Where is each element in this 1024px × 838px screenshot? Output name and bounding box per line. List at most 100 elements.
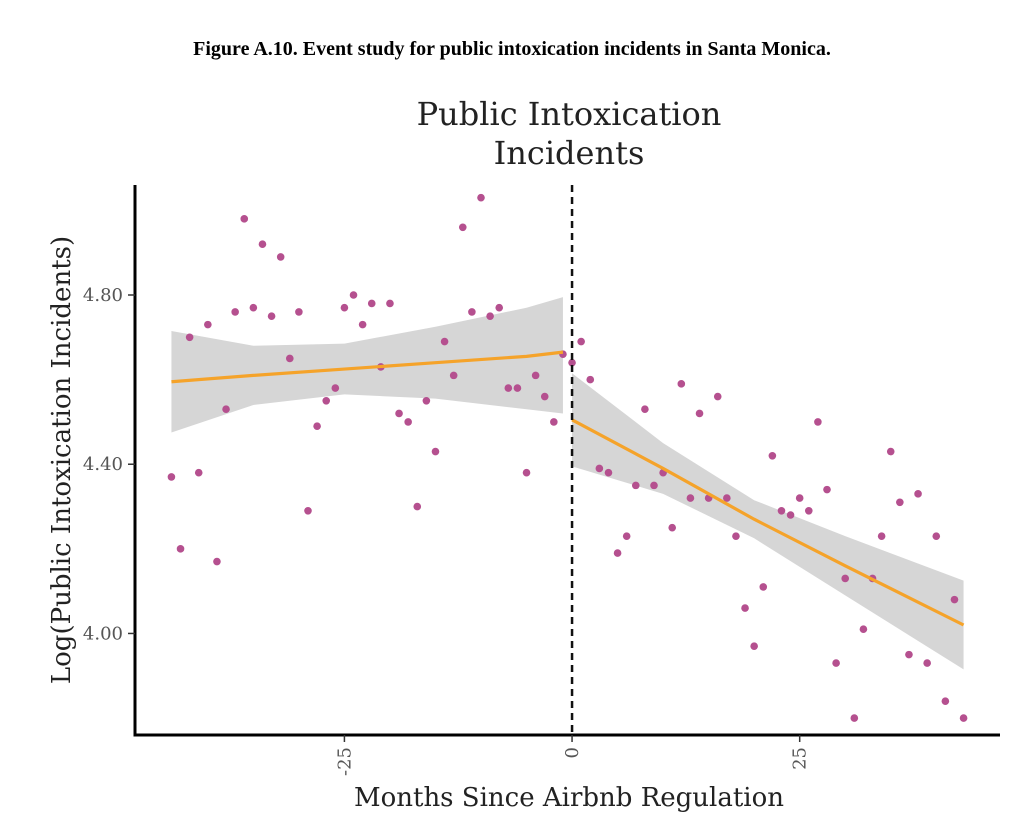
data-point	[477, 193, 485, 202]
y-tick-label: 4.40	[83, 454, 123, 475]
data-point	[231, 308, 239, 316]
data-point	[768, 451, 777, 460]
confidence-band-2	[572, 373, 964, 670]
data-point	[550, 418, 558, 426]
data-point	[285, 354, 294, 363]
data-point	[204, 320, 212, 329]
data-point	[832, 659, 840, 667]
data-point	[941, 697, 950, 705]
data-point	[959, 714, 968, 722]
data-point	[367, 299, 376, 308]
data-point	[577, 337, 585, 346]
data-point	[777, 506, 786, 515]
data-point	[886, 447, 895, 456]
confidence-bands	[171, 297, 964, 670]
data-point	[686, 494, 695, 502]
data-point	[641, 405, 649, 414]
data-point	[795, 494, 804, 502]
data-point	[340, 303, 349, 312]
y-tick-label: 4.00	[83, 623, 123, 644]
data-point	[167, 473, 176, 481]
x-tick-label: 25	[790, 747, 811, 770]
data-point	[404, 418, 412, 426]
data-point	[504, 384, 513, 392]
data-point	[468, 308, 476, 316]
data-point	[723, 494, 731, 502]
data-point	[276, 253, 285, 261]
data-point	[586, 375, 595, 384]
x-axis-title: Months Since Airbnb Regulation	[354, 783, 784, 813]
data-point	[877, 532, 886, 540]
data-point	[595, 464, 604, 473]
data-point	[213, 557, 221, 566]
x-tick-label: 0	[562, 747, 583, 758]
data-point	[841, 574, 850, 583]
chart-title-line-1: Public Intoxication	[417, 95, 722, 133]
confidence-band-1	[171, 297, 563, 433]
axes	[133, 185, 1000, 737]
figure-caption: Figure A.10. Event study for public into…	[193, 38, 831, 60]
data-point	[267, 312, 276, 320]
data-point	[513, 384, 522, 392]
fit-line-2	[571, 418, 965, 627]
data-point	[431, 447, 440, 456]
data-point	[531, 371, 540, 380]
data-point	[295, 308, 303, 316]
data-point	[176, 545, 185, 553]
data-point	[850, 714, 859, 722]
data-point	[631, 481, 640, 490]
data-point	[358, 320, 367, 329]
data-point	[814, 418, 822, 426]
data-point	[786, 511, 795, 519]
data-point	[732, 532, 740, 540]
fit-line-1	[171, 350, 564, 384]
data-point	[522, 468, 531, 477]
data-point	[668, 523, 677, 532]
data-point	[331, 384, 340, 392]
data-point	[622, 532, 631, 540]
data-point	[568, 358, 576, 367]
data-point	[950, 595, 959, 604]
fit-lines	[171, 350, 965, 627]
data-point	[422, 396, 431, 405]
data-point	[859, 625, 868, 634]
tick-labels: 4.00 4.40 4.80 -25 0 25	[83, 285, 811, 776]
data-point	[604, 468, 613, 477]
data-point	[486, 312, 494, 320]
data-point	[540, 392, 549, 401]
data-point	[458, 223, 467, 232]
data-points	[167, 193, 968, 722]
data-point	[322, 396, 331, 405]
data-point	[695, 409, 704, 418]
data-point	[413, 502, 422, 511]
data-point	[313, 422, 321, 430]
data-point	[258, 240, 267, 249]
chart-title-line-2: Incidents	[494, 134, 645, 172]
data-point	[932, 532, 941, 540]
data-point	[750, 642, 758, 650]
data-point	[395, 409, 403, 418]
data-point	[677, 380, 686, 388]
data-point	[923, 659, 931, 667]
data-point	[741, 604, 749, 612]
data-point	[449, 371, 458, 380]
data-point	[249, 303, 258, 312]
data-point	[440, 337, 449, 346]
data-point	[713, 392, 722, 401]
data-point	[613, 549, 622, 557]
data-point	[650, 481, 658, 490]
data-point	[194, 468, 203, 477]
data-point	[185, 333, 194, 342]
data-point	[759, 583, 768, 591]
data-point	[349, 291, 358, 299]
data-point	[914, 490, 922, 498]
x-tick-label: -25	[334, 747, 355, 776]
data-point	[896, 498, 904, 507]
data-point	[240, 215, 249, 223]
data-point	[495, 303, 504, 312]
data-point	[222, 405, 230, 414]
data-point	[905, 650, 913, 659]
y-axis-title: Log(Public Intoxication Incidents)	[47, 236, 77, 684]
data-point	[386, 299, 394, 308]
